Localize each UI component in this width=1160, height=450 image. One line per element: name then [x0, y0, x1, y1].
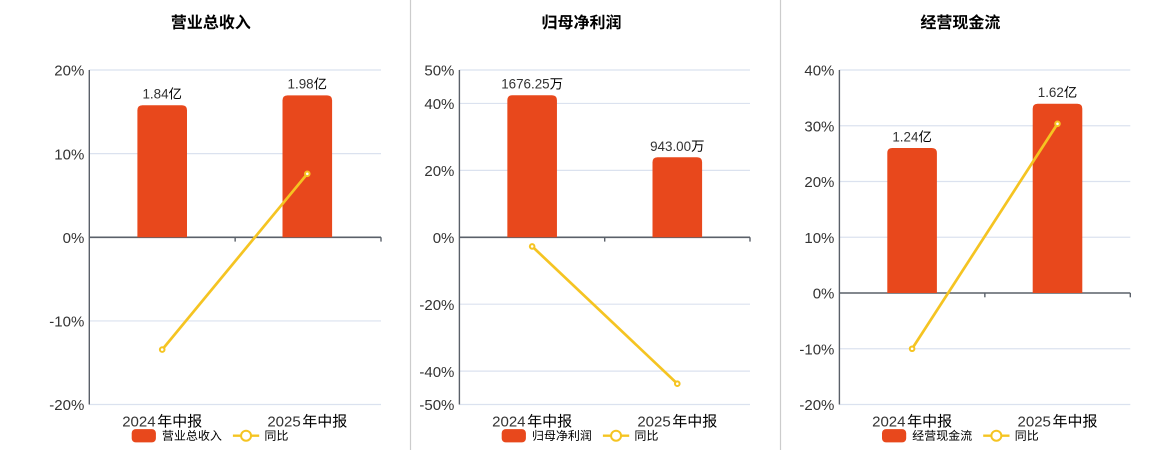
svg-text:20%: 20% [424, 163, 454, 180]
svg-text:-20%: -20% [49, 397, 84, 414]
svg-text:2025: 2025 [1018, 414, 1051, 431]
svg-text:2025: 2025 [637, 414, 670, 431]
svg-text:-10%: -10% [799, 341, 834, 358]
svg-text:1.62: 1.62 [1038, 85, 1064, 100]
svg-text:1676.25: 1676.25 [501, 77, 549, 92]
svg-text:2024: 2024 [492, 414, 525, 431]
svg-text:2024: 2024 [122, 414, 155, 431]
svg-text:0%: 0% [813, 286, 835, 303]
svg-text:50%: 50% [424, 63, 454, 80]
svg-text:-20%: -20% [799, 397, 834, 414]
svg-text:1.24: 1.24 [892, 130, 919, 145]
svg-text:20%: 20% [804, 174, 834, 191]
svg-text:1.84: 1.84 [142, 87, 169, 102]
svg-text:2024: 2024 [872, 414, 905, 431]
svg-text:30%: 30% [804, 118, 834, 135]
svg-text:40%: 40% [804, 63, 834, 80]
svg-text:40%: 40% [424, 96, 454, 113]
svg-text:0%: 0% [63, 230, 85, 247]
svg-text:10%: 10% [54, 146, 84, 163]
svg-text:0%: 0% [433, 230, 455, 247]
svg-text:20%: 20% [54, 63, 84, 80]
svg-text:10%: 10% [804, 230, 834, 247]
svg-text:2025: 2025 [267, 414, 300, 431]
svg-text:-40%: -40% [419, 364, 454, 381]
svg-text:-10%: -10% [49, 314, 84, 331]
svg-text:-20%: -20% [419, 297, 454, 314]
svg-text:943.00: 943.00 [650, 139, 691, 154]
svg-text:-50%: -50% [419, 397, 454, 414]
svg-text:1.98: 1.98 [288, 77, 314, 92]
